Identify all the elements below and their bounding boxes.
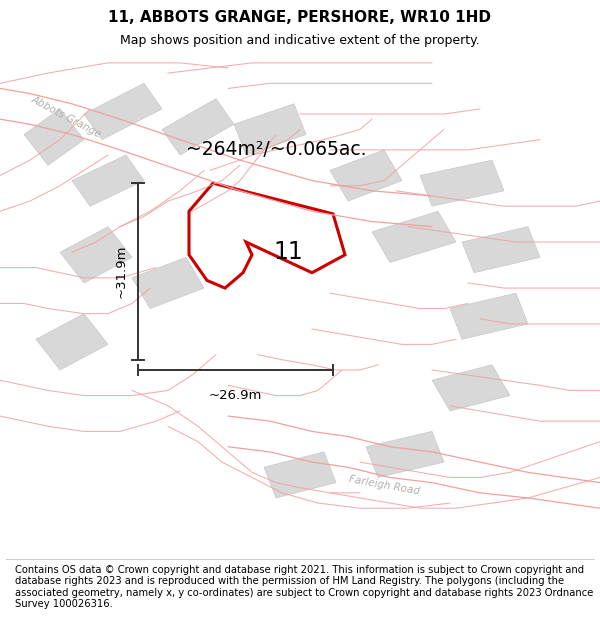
Text: Contains OS data © Crown copyright and database right 2021. This information is : Contains OS data © Crown copyright and d… xyxy=(15,564,593,609)
Polygon shape xyxy=(24,109,84,165)
Text: Abbots Grange: Abbots Grange xyxy=(30,94,103,139)
Polygon shape xyxy=(162,99,234,155)
Text: 11: 11 xyxy=(273,240,303,264)
Text: ~26.9m: ~26.9m xyxy=(209,389,262,402)
Polygon shape xyxy=(36,314,108,370)
Text: ~264m²/~0.065ac.: ~264m²/~0.065ac. xyxy=(186,141,367,159)
Text: ~31.9m: ~31.9m xyxy=(114,245,127,298)
Polygon shape xyxy=(420,160,504,206)
Polygon shape xyxy=(60,227,132,283)
Text: Farleigh Road: Farleigh Road xyxy=(348,474,421,496)
Polygon shape xyxy=(132,258,204,309)
Polygon shape xyxy=(234,104,306,155)
Polygon shape xyxy=(366,431,444,478)
Text: 11, ABBOTS GRANGE, PERSHORE, WR10 1HD: 11, ABBOTS GRANGE, PERSHORE, WR10 1HD xyxy=(109,11,491,26)
Polygon shape xyxy=(372,211,456,262)
Polygon shape xyxy=(330,150,402,201)
Polygon shape xyxy=(72,155,144,206)
Polygon shape xyxy=(84,83,162,139)
Text: Map shows position and indicative extent of the property.: Map shows position and indicative extent… xyxy=(120,34,480,48)
Polygon shape xyxy=(462,227,540,272)
Polygon shape xyxy=(264,452,336,498)
Polygon shape xyxy=(432,365,510,411)
Polygon shape xyxy=(450,293,528,339)
